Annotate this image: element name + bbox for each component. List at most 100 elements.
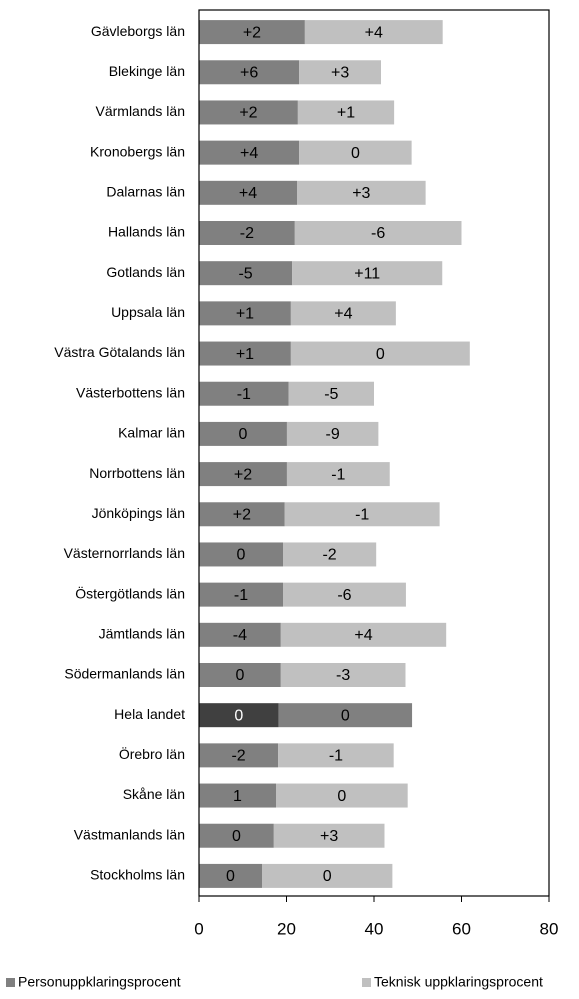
bar-segment [199,261,293,286]
bar-segment [199,381,289,406]
bar-segment [199,582,283,607]
bar-annotation: -1 [234,587,248,604]
y-tick-label: Värmlands län [96,103,186,119]
bar-segment [199,542,283,567]
bar-segment [276,783,408,808]
y-tick-label: Stockholms län [90,867,185,883]
bar-segment [199,421,287,446]
bar-annotation: +2 [243,24,261,41]
bar-annotation: -1 [237,386,251,403]
bar-segment [199,502,285,527]
bar-annotation: +4 [239,185,257,202]
bar-segment [199,221,295,245]
y-tick-label: Östergötlands län [75,584,185,601]
bar-annotation: 0 [234,707,243,724]
y-tick-label: Västmanlands län [74,826,185,842]
bar-segment [199,703,279,728]
bar-segment [199,743,279,768]
bar-annotation: -1 [355,506,369,523]
bar-segment [290,301,396,326]
bar-annotation: 0 [351,145,360,162]
y-tick-label: Jämtlands län [99,626,185,642]
bar-segment [286,421,379,446]
bar-segment [299,140,412,165]
bar-annotation: +1 [337,105,355,122]
bar-annotation: 0 [239,426,248,443]
y-tick-label: Hallands län [108,224,185,240]
bar-annotation: 1 [233,788,242,805]
y-tick-label: Blekinge län [109,63,185,79]
y-tick-label: Västerbottens län [76,384,185,400]
y-tick-label: Kalmar län [118,425,185,441]
bar-segment [304,20,443,45]
y-tick-label: Hela landet [114,706,185,722]
bar-annotation: -4 [233,627,247,644]
bar-segment [199,863,262,888]
bar-annotation: +1 [236,346,254,363]
bar-segment [199,341,291,366]
bar-segment [299,60,381,85]
bar-annotation: +2 [239,105,257,122]
bar-segment [199,301,291,326]
bar-annotation: +4 [354,627,372,644]
bar-segment [290,341,470,366]
bar-annotation: +1 [236,306,254,323]
bar-segment [199,180,297,205]
bar-segment [286,462,390,487]
bar-segment [284,502,440,527]
bar-annotation: 0 [337,788,346,805]
bar-annotation: 0 [237,547,246,564]
x-tick-label: 80 [540,919,559,938]
bar-annotation: -2 [240,225,254,242]
bar-annotation: +4 [240,145,258,162]
bar-annotation: +2 [233,506,251,523]
bar-segment [199,823,274,848]
bar-segment [262,863,393,888]
bar-annotation: +4 [365,24,383,41]
y-tick-label: Uppsala län [111,304,185,320]
bar-annotation: 0 [232,828,241,845]
bar-annotation: -6 [371,225,385,242]
bar-annotation: -5 [324,386,338,403]
bar-segment [278,703,413,728]
bar-segment [288,381,374,406]
bar-segment [297,100,395,125]
bar-segment [280,622,447,647]
bar-annotation: +2 [234,466,252,483]
bar-annotation: 0 [235,667,244,684]
bar-segment [297,180,426,205]
bar-annotation: -1 [329,748,343,765]
bar-annotation: -6 [337,587,351,604]
bar-annotation: 0 [341,707,350,724]
bar-segment [280,663,406,687]
y-tick-label: Västernorrlands län [64,545,185,561]
y-tick-label: Skåne län [123,786,185,802]
bar-segment [199,140,300,165]
y-tick-label: Gävleborgs län [91,23,185,39]
x-tick-label: 40 [365,919,384,938]
bar-annotation: -9 [326,426,340,443]
bar-segment [283,542,377,567]
bar-annotation: -5 [238,265,252,282]
y-tick-label: Södermanlands län [64,666,185,682]
bar-annotation: +3 [320,828,338,845]
y-tick-label: Jönköpings län [92,505,185,521]
bar-segment [294,221,462,245]
y-tick-label: Gotlands län [106,264,185,280]
y-tick-label: Dalarnas län [106,184,185,200]
legend-label: Personuppklaringsprocent [18,974,181,990]
x-tick-label: 0 [194,919,203,938]
bar-annotation: +3 [352,185,370,202]
bar-annotation: 0 [323,868,332,885]
bar-annotation: +11 [354,265,380,282]
bar-annotation: +6 [240,64,258,81]
legend-swatch [6,978,15,987]
bar-annotation: 0 [226,868,235,885]
bar-annotation: 0 [376,346,385,363]
bar-segment [199,100,298,125]
bar-segment [278,743,394,768]
bar-annotation: -2 [322,547,336,564]
bar-segment [199,663,281,687]
bar-segment [199,60,300,85]
